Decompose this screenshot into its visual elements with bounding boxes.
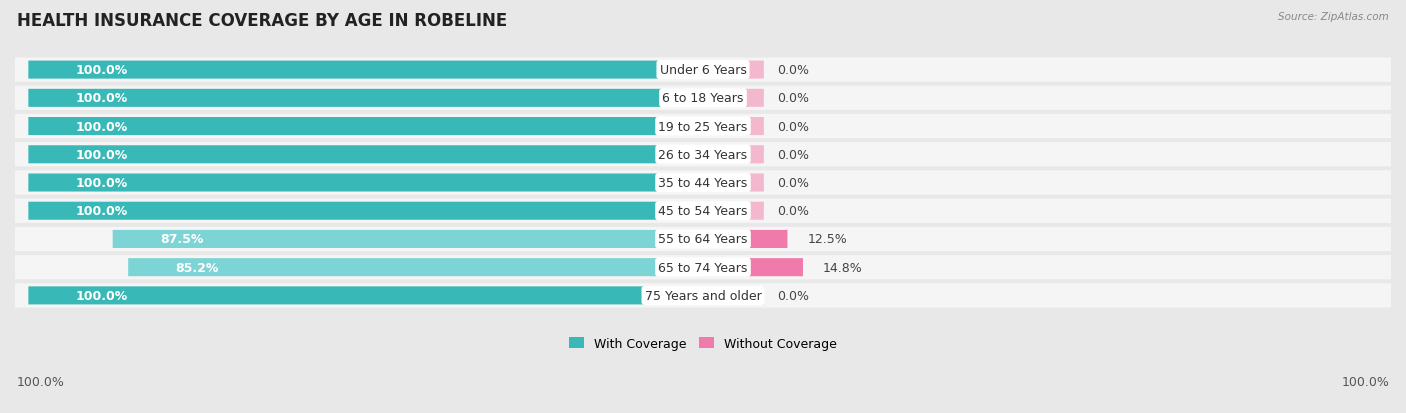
FancyBboxPatch shape [703, 202, 763, 220]
Text: 0.0%: 0.0% [778, 64, 810, 77]
Text: 0.0%: 0.0% [778, 148, 810, 161]
Text: 0.0%: 0.0% [778, 205, 810, 218]
FancyBboxPatch shape [28, 174, 703, 192]
FancyBboxPatch shape [28, 90, 703, 108]
FancyBboxPatch shape [28, 202, 703, 220]
Text: 0.0%: 0.0% [778, 92, 810, 105]
FancyBboxPatch shape [28, 287, 703, 305]
Text: 0.0%: 0.0% [778, 120, 810, 133]
FancyBboxPatch shape [28, 146, 703, 164]
FancyBboxPatch shape [703, 90, 763, 108]
Text: 0.0%: 0.0% [778, 289, 810, 302]
Legend: With Coverage, Without Coverage: With Coverage, Without Coverage [564, 332, 842, 355]
Text: 100.0%: 100.0% [1341, 375, 1389, 388]
FancyBboxPatch shape [14, 284, 1392, 308]
Text: 100.0%: 100.0% [76, 64, 128, 77]
FancyBboxPatch shape [128, 259, 703, 277]
Text: 19 to 25 Years: 19 to 25 Years [658, 120, 748, 133]
Text: Source: ZipAtlas.com: Source: ZipAtlas.com [1278, 12, 1389, 22]
Text: 100.0%: 100.0% [76, 92, 128, 105]
Text: 35 to 44 Years: 35 to 44 Years [658, 177, 748, 190]
FancyBboxPatch shape [703, 287, 763, 305]
FancyBboxPatch shape [28, 62, 703, 79]
FancyBboxPatch shape [14, 171, 1392, 195]
FancyBboxPatch shape [14, 143, 1392, 167]
Text: 85.2%: 85.2% [176, 261, 219, 274]
Text: Under 6 Years: Under 6 Years [659, 64, 747, 77]
Text: 6 to 18 Years: 6 to 18 Years [662, 92, 744, 105]
Text: 100.0%: 100.0% [76, 289, 128, 302]
FancyBboxPatch shape [14, 255, 1392, 280]
Text: 100.0%: 100.0% [76, 205, 128, 218]
FancyBboxPatch shape [703, 230, 787, 248]
FancyBboxPatch shape [112, 230, 703, 248]
Text: 45 to 54 Years: 45 to 54 Years [658, 205, 748, 218]
Text: 55 to 64 Years: 55 to 64 Years [658, 233, 748, 246]
FancyBboxPatch shape [14, 227, 1392, 252]
Text: 65 to 74 Years: 65 to 74 Years [658, 261, 748, 274]
Text: 87.5%: 87.5% [160, 233, 204, 246]
Text: 100.0%: 100.0% [76, 148, 128, 161]
Text: 100.0%: 100.0% [76, 120, 128, 133]
FancyBboxPatch shape [703, 146, 763, 164]
Text: HEALTH INSURANCE COVERAGE BY AGE IN ROBELINE: HEALTH INSURANCE COVERAGE BY AGE IN ROBE… [17, 12, 508, 30]
FancyBboxPatch shape [14, 115, 1392, 139]
FancyBboxPatch shape [703, 259, 803, 277]
Text: 26 to 34 Years: 26 to 34 Years [658, 148, 748, 161]
Text: 75 Years and older: 75 Years and older [644, 289, 762, 302]
FancyBboxPatch shape [14, 86, 1392, 111]
Text: 14.8%: 14.8% [823, 261, 863, 274]
FancyBboxPatch shape [703, 62, 763, 79]
FancyBboxPatch shape [703, 118, 763, 136]
FancyBboxPatch shape [28, 118, 703, 136]
FancyBboxPatch shape [703, 174, 763, 192]
Text: 12.5%: 12.5% [807, 233, 848, 246]
FancyBboxPatch shape [14, 199, 1392, 223]
FancyBboxPatch shape [14, 58, 1392, 83]
Text: 100.0%: 100.0% [17, 375, 65, 388]
Text: 100.0%: 100.0% [76, 177, 128, 190]
Text: 0.0%: 0.0% [778, 177, 810, 190]
